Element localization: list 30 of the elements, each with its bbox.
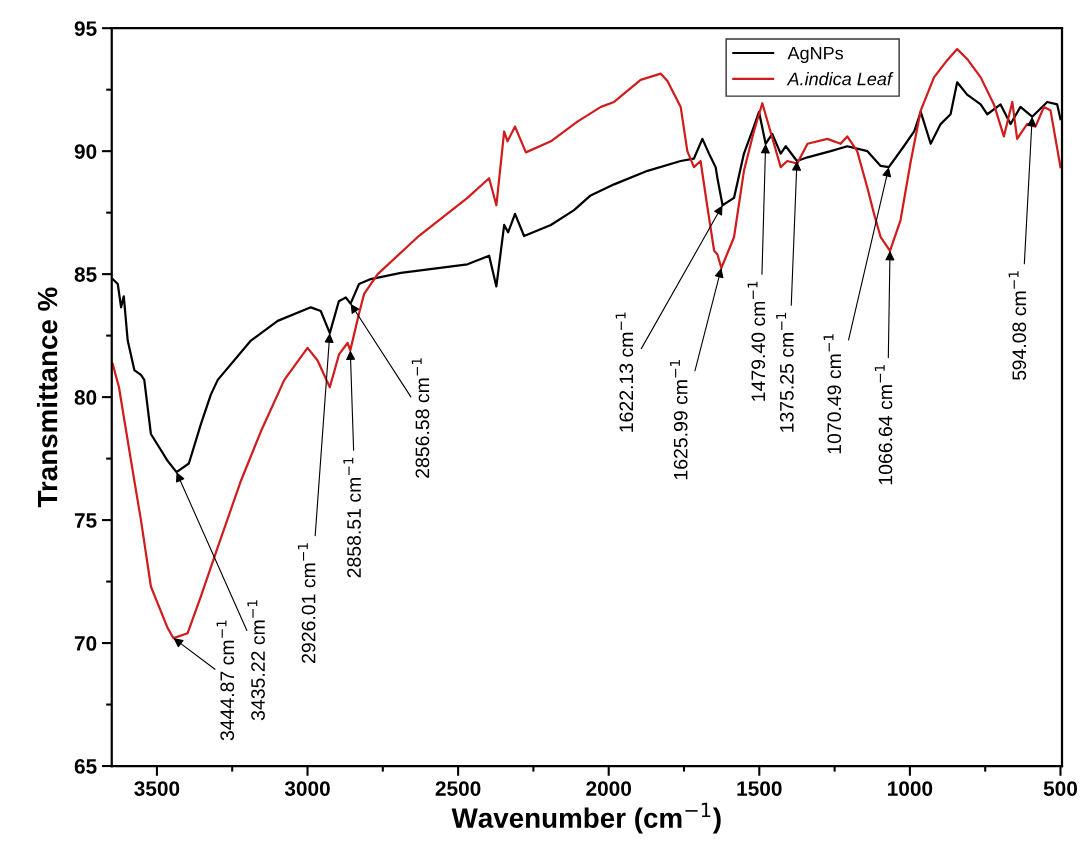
x-tick-label: 500 — [1043, 781, 1078, 796]
annotation: 3444.87 cm$^{−1}$ — [216, 620, 235, 741]
x-tick-label: 1000 — [888, 781, 933, 796]
x-tick-label: 3000 — [284, 781, 330, 796]
annotation: 3435.22 cm$^{−1}$ — [247, 600, 265, 721]
annotation: 1375.25 cm$^{−1}$ — [776, 312, 794, 432]
x-axis-title: Wavenumber (cm$^{−1}$) — [451, 802, 721, 834]
annotation: 1479.40 cm$^{−1}$ — [747, 281, 766, 401]
x-tick-label: 2000 — [586, 781, 632, 796]
annotation: 1070.49 cm$^{−1}$ — [823, 334, 842, 454]
y-tick-label: 75 — [74, 513, 97, 528]
annotation: 2926.01 cm$^{−1}$ — [297, 543, 316, 663]
annotation: 2856.58 cm$^{−1}$ — [411, 358, 430, 478]
y-tick-label: 85 — [74, 267, 97, 282]
y-tick-label: 80 — [74, 390, 97, 405]
x-tick-label: 1500 — [737, 781, 782, 796]
annotation: 1622.13 cm$^{−1}$ — [615, 312, 634, 432]
x-tick-label: 2500 — [435, 781, 481, 796]
y-axis-title: Transmittance % — [36, 287, 58, 508]
legend-label: A.indica Leaf — [786, 72, 894, 86]
y-tick-label: 65 — [74, 759, 97, 774]
y-tick-label: 90 — [74, 144, 97, 159]
annotation: 594.08 cm$^{−1}$ — [1008, 271, 1027, 380]
x-tick-label: 3500 — [134, 781, 180, 796]
y-tick-label: 95 — [74, 21, 97, 36]
annotation: 2858.51 cm$^{−1}$ — [343, 457, 361, 578]
legend-label: AgNPs — [787, 46, 844, 64]
annotation: 1066.64 cm$^{−1}$ — [874, 365, 893, 485]
annotation: 1625.99 cm$^{−1}$ — [669, 360, 688, 480]
y-tick-label: 70 — [74, 636, 97, 651]
